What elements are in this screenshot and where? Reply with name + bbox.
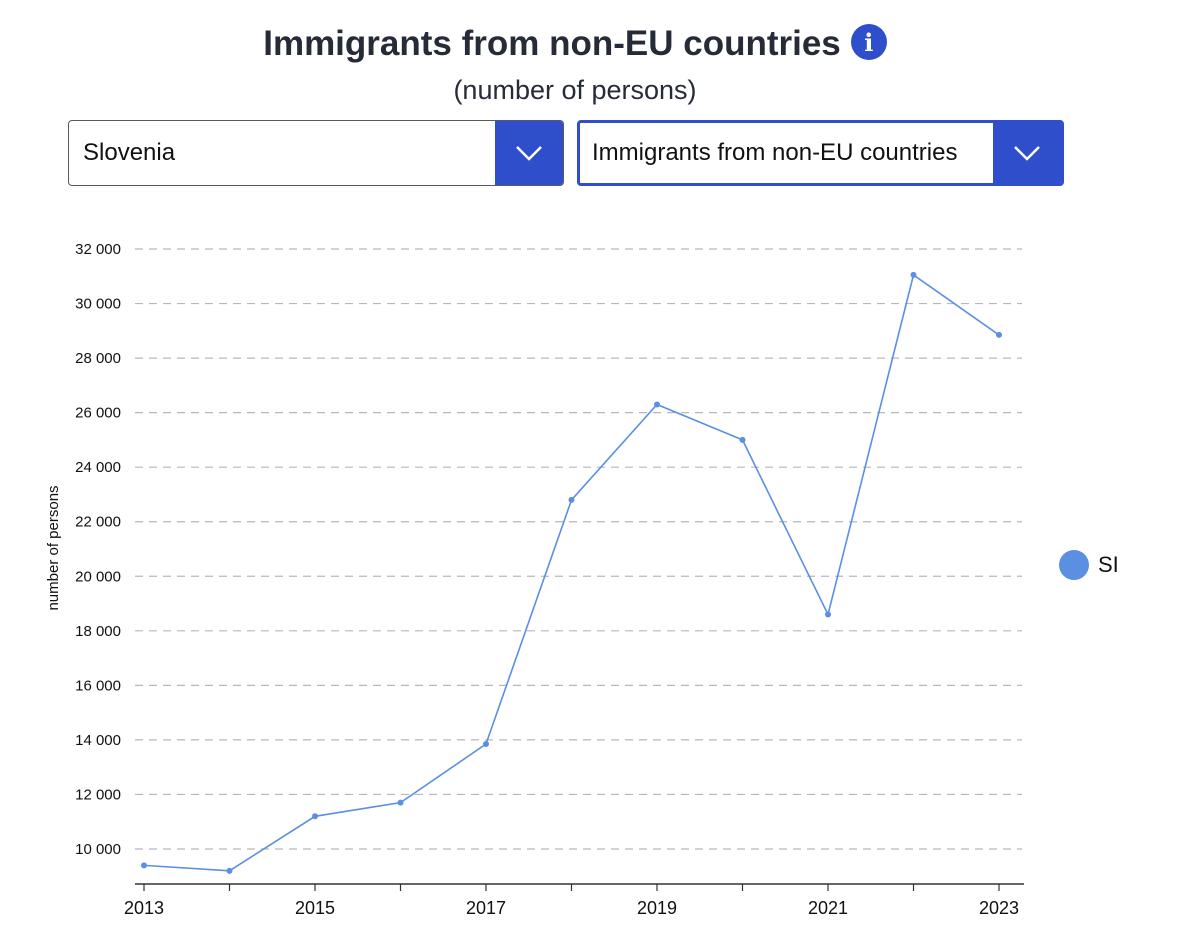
chart-grid xyxy=(135,248,1022,850)
y-tick-label: 30 000 xyxy=(75,296,121,313)
data-point xyxy=(141,862,147,869)
title-row: Immigrants from non-EU countries i xyxy=(0,24,1150,64)
data-point xyxy=(226,867,233,874)
y-tick-label: 14 000 xyxy=(75,732,121,749)
indicator-select-toggle[interactable] xyxy=(993,123,1061,183)
indicator-select-value: Immigrants from non-EU countries xyxy=(592,139,958,166)
legend-label: SI xyxy=(1098,552,1119,577)
data-point xyxy=(312,813,318,820)
country-select-value: Slovenia xyxy=(83,139,176,166)
page-title: Immigrants from non-EU countries xyxy=(263,24,841,63)
x-tick-label: 2013 xyxy=(124,898,164,918)
indicator-select[interactable]: Immigrants from non-EU countries xyxy=(577,120,1064,186)
y-tick-label: 22 000 xyxy=(75,514,121,531)
chevron-down-icon xyxy=(1014,146,1040,161)
info-icon-glyph: i xyxy=(864,28,874,57)
y-tick-label: 24 000 xyxy=(75,459,121,476)
y-tick-label: 12 000 xyxy=(75,786,121,803)
y-tick-label: 28 000 xyxy=(75,350,121,367)
info-icon[interactable]: i xyxy=(850,24,887,60)
data-point xyxy=(910,271,917,278)
x-axis: 2013 2015 2017 2019 2021 2023 xyxy=(124,883,1024,918)
y-tick-label: 10 000 xyxy=(75,841,121,858)
data-point xyxy=(397,799,404,806)
country-select[interactable]: Slovenia xyxy=(68,120,564,186)
chart-series xyxy=(141,271,1002,874)
data-point xyxy=(739,436,746,443)
x-tick-label: 2021 xyxy=(808,898,848,918)
x-tick-label: 2015 xyxy=(295,898,335,918)
data-point xyxy=(483,741,489,747)
x-tick-label: 2017 xyxy=(466,898,506,918)
data-point xyxy=(825,611,831,618)
y-axis: 10 000 12 000 14 000 16 000 18 000 20 000 22 0… xyxy=(75,241,121,858)
chevron-down-icon xyxy=(516,146,542,161)
legend-marker xyxy=(1059,550,1089,580)
y-tick-label: 16 000 xyxy=(75,677,121,694)
x-tick-label: 2023 xyxy=(979,898,1019,918)
data-point xyxy=(654,401,660,408)
y-axis-label: number of persons xyxy=(45,485,62,610)
y-tick-label: 26 000 xyxy=(75,405,121,422)
y-tick-label: 20 000 xyxy=(75,568,121,585)
y-tick-label: 32 000 xyxy=(75,241,121,258)
x-tick-label: 2019 xyxy=(637,898,677,918)
y-tick-label: 18 000 xyxy=(75,623,121,640)
series-line xyxy=(143,273,1000,872)
country-select-toggle[interactable] xyxy=(495,121,563,185)
data-point xyxy=(996,331,1002,338)
page-subtitle: (number of persons) xyxy=(453,75,697,105)
data-point xyxy=(568,496,575,503)
